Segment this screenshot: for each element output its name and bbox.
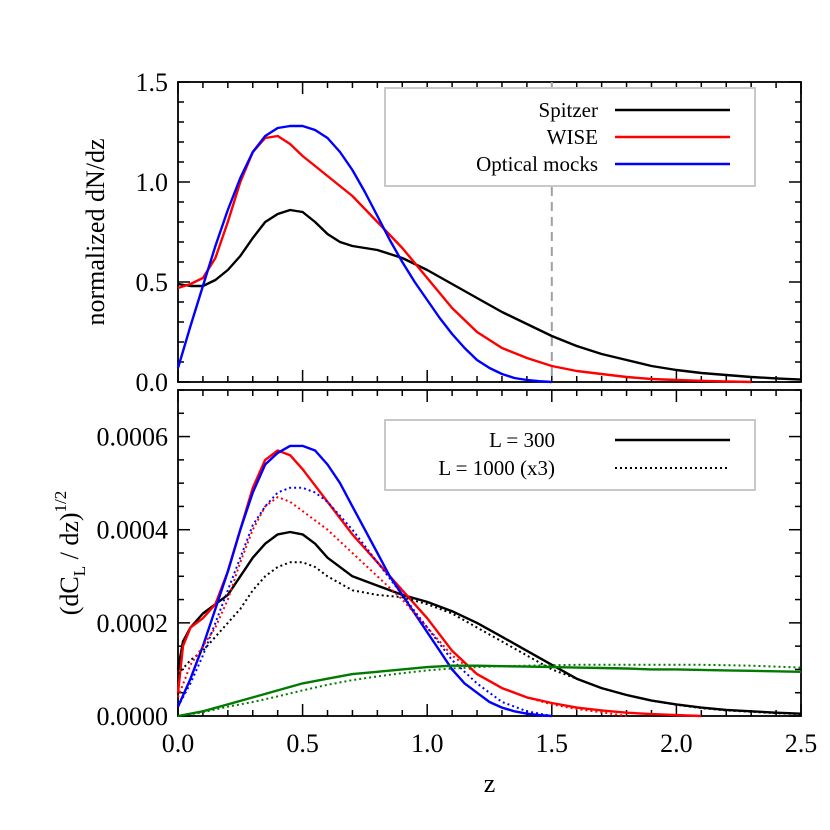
y-tick-label: 0.0004: [97, 516, 169, 545]
y-tick-label: 1.5: [136, 68, 169, 97]
x-tick-label: 2.5: [785, 729, 818, 758]
legend-label: L = 1000 (x3): [438, 456, 555, 480]
x-axis-label: z: [484, 769, 496, 798]
series-line-dotted: [177, 486, 552, 717]
series-line: [176, 124, 552, 384]
legend-label: Optical mocks: [476, 152, 598, 176]
legend-box: [384, 419, 756, 491]
x-tick-label: 0.5: [286, 729, 319, 758]
x-tick-label: 2.0: [660, 729, 693, 758]
series-line-dotted: [177, 663, 802, 717]
series-line: [176, 530, 802, 715]
y-tick-label: 0.5: [136, 268, 169, 297]
y-axis-label: normalized dN/dz: [81, 139, 110, 326]
y-tick-label: 0.0002: [97, 609, 169, 638]
plot-frame: [177, 81, 802, 383]
series-line-dotted: [177, 496, 627, 717]
legend-label: Spitzer: [539, 98, 598, 122]
series-line: [177, 134, 752, 384]
x-tick-label: 1.5: [536, 729, 569, 758]
legend-label: L = 300: [489, 428, 555, 452]
bottom-panel: 0.0000 0.0002 0.0004 0.0006 0.0 0.5 1.0 1.5 2.0 2…: [51, 389, 818, 798]
x-tick-label: 1.0: [411, 729, 444, 758]
legend-label: WISE: [547, 125, 598, 149]
top-panel: 0.0 0.5 1.0 1.5 Spitzer WISE Optical mocks norm…: [81, 68, 802, 397]
y-tick-label: 0.0: [136, 368, 169, 397]
series-line: [177, 208, 802, 381]
y-axis-label: (dCL / dz)1/2: [51, 491, 89, 616]
x-tick-label: 0.0: [162, 729, 195, 758]
y-tick-label: 0.0000: [97, 702, 169, 731]
y-tick-label: 0.0006: [97, 423, 169, 452]
series-line: [176, 444, 552, 718]
y-tick-label: 1.0: [136, 168, 169, 197]
